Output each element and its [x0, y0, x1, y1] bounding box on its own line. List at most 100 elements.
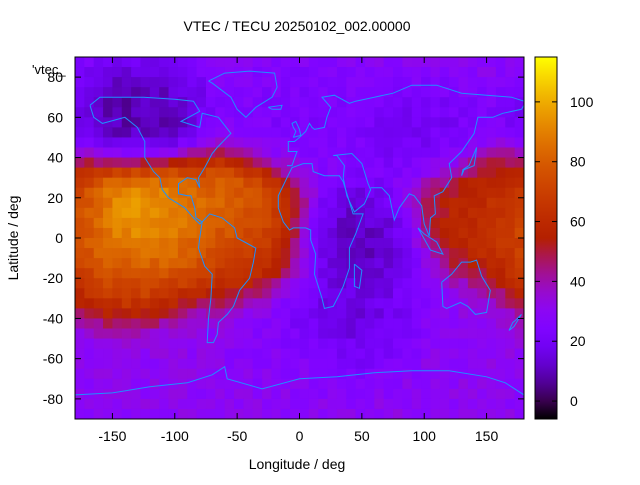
colorbar-tick-label: 40	[570, 273, 586, 289]
heatmap-cell	[140, 308, 151, 320]
heatmap-cell	[205, 217, 216, 229]
heatmap-cell	[243, 398, 254, 410]
heatmap-cell	[234, 137, 244, 149]
heatmap-cell	[271, 308, 282, 320]
heatmap-cell	[131, 248, 142, 259]
heatmap-cell	[224, 408, 235, 419]
heatmap-cell	[308, 388, 319, 400]
heatmap-cell	[318, 217, 329, 229]
heatmap-cell	[149, 217, 160, 229]
heatmap-cell	[215, 348, 226, 360]
heatmap-cell	[383, 137, 394, 149]
heatmap-cell	[421, 147, 432, 159]
heatmap-cell	[505, 238, 516, 249]
heatmap-cell	[93, 57, 104, 68]
heatmap-cell	[168, 137, 179, 149]
heatmap-cell	[374, 388, 385, 400]
heatmap-cell	[439, 137, 450, 149]
heatmap-cell	[112, 378, 123, 390]
heatmap-cell	[131, 197, 142, 209]
heatmap-cell	[252, 147, 263, 159]
heatmap-cell	[234, 177, 244, 189]
heatmap-cell	[187, 137, 198, 149]
heatmap-cell	[224, 147, 235, 159]
heatmap-cell	[243, 227, 254, 239]
heatmap-cell	[168, 107, 179, 118]
heatmap-cell	[290, 298, 301, 309]
heatmap-cell	[495, 57, 506, 68]
heatmap-cell	[112, 338, 123, 350]
heatmap-cell	[243, 87, 254, 98]
heatmap-cell	[140, 368, 151, 380]
heatmap-cell	[177, 167, 188, 179]
heatmap-cell	[449, 238, 460, 249]
heatmap-cell	[411, 107, 422, 118]
heatmap-cell	[467, 117, 478, 128]
heatmap-cell	[355, 278, 366, 289]
heatmap-cell	[467, 388, 478, 400]
heatmap-cell	[280, 308, 291, 320]
heatmap-cell	[346, 328, 357, 340]
heatmap-cell	[402, 187, 413, 199]
heatmap-cell	[355, 197, 366, 209]
heatmap-cell	[215, 57, 226, 68]
coastline	[268, 104, 283, 110]
heatmap-cell	[149, 77, 160, 88]
heatmap-cell	[215, 238, 226, 249]
heatmap-cell	[364, 308, 375, 320]
heatmap-cell	[215, 278, 226, 289]
heatmap-cell	[121, 87, 132, 98]
heatmap-cell	[243, 137, 254, 149]
heatmap-cell	[159, 298, 170, 309]
heatmap-cell	[290, 408, 301, 419]
heatmap-cell	[252, 358, 263, 370]
heatmap-cell	[346, 378, 357, 390]
heatmap-cell	[280, 197, 291, 209]
heatmap-cell	[177, 278, 188, 289]
heatmap-cell	[177, 238, 188, 249]
heatmap-cell	[262, 147, 273, 159]
heatmap-cell	[75, 87, 85, 98]
heatmap-cell	[187, 268, 198, 279]
heatmap-cell	[224, 187, 235, 199]
heatmap-cell	[177, 398, 188, 410]
heatmap-cell	[514, 97, 524, 108]
heatmap-cell	[336, 358, 347, 370]
heatmap-cell	[280, 87, 291, 98]
heatmap-cell	[252, 318, 263, 330]
heatmap-cell	[187, 318, 198, 330]
heatmap-cell	[505, 157, 516, 169]
heatmap-cell	[308, 117, 319, 128]
heatmap-cell	[177, 368, 188, 380]
heatmap-cell	[486, 238, 497, 249]
heatmap-cell	[355, 258, 366, 269]
y-tick-label: -60	[43, 351, 63, 367]
heatmap-cell	[430, 197, 441, 209]
heatmap-cell	[299, 177, 310, 189]
heatmap-cell	[439, 388, 450, 400]
heatmap-cell	[280, 217, 291, 229]
heatmap-cell	[149, 248, 160, 259]
heatmap-cell	[262, 278, 273, 289]
heatmap-cell	[393, 328, 403, 340]
colorbar	[534, 56, 558, 420]
heatmap-cell	[355, 268, 366, 279]
heatmap-cell	[411, 348, 422, 360]
heatmap-cell	[495, 87, 506, 98]
heatmap-cell	[187, 398, 198, 410]
heatmap-cell	[280, 378, 291, 390]
heatmap-cell	[477, 318, 488, 330]
heatmap-cell	[234, 318, 244, 330]
heatmap-cell	[467, 147, 478, 159]
heatmap-cell	[308, 408, 319, 419]
heatmap-cell	[346, 217, 357, 229]
heatmap-cell	[84, 57, 95, 68]
heatmap-cell	[93, 278, 104, 289]
heatmap-cell	[346, 87, 357, 98]
heatmap-cell	[205, 238, 216, 249]
heatmap-cell	[355, 338, 366, 350]
heatmap-cell	[93, 348, 104, 360]
heatmap-cell	[467, 258, 478, 269]
heatmap-cell	[271, 57, 282, 68]
heatmap-cell	[364, 137, 375, 149]
